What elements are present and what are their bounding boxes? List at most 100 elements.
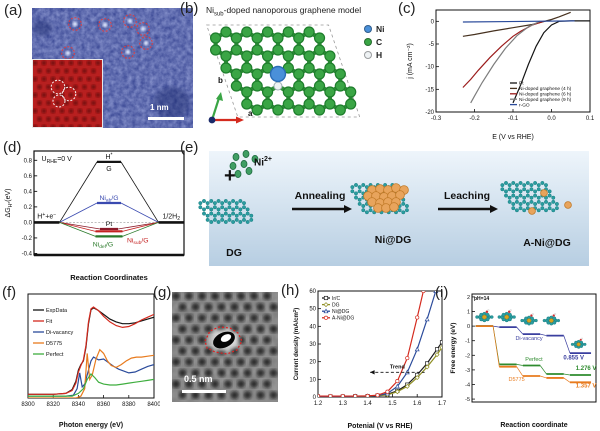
svg-text:Ir/C: Ir/C xyxy=(332,296,340,302)
svg-text:60: 60 xyxy=(309,289,316,295)
synthesis-scheme: Ni2+ + DG Annealing Ni@DG Leaching A-Ni@… xyxy=(180,143,600,283)
panel-h-label: (h) xyxy=(281,282,300,299)
b-axis-arrow xyxy=(210,97,221,121)
svg-text:0.0: 0.0 xyxy=(24,220,33,226)
svg-text:-20: -20 xyxy=(425,110,434,116)
xas-chart: 8300 8320 8340 8360 8380 8400 Photon energy (e… xyxy=(21,293,160,429)
ni-ion xyxy=(229,161,237,170)
svg-text:Potenial (V vs RHE): Potenial (V vs RHE) xyxy=(348,423,413,430)
plus-sign: + xyxy=(224,165,236,187)
ni-dopant-spot xyxy=(65,50,71,56)
free-energy-diagram-oer: 2 1 0 -1 -2 -3 -4 -5 Reaction coordinate Free ene… xyxy=(450,293,597,429)
svg-text:H*: H* xyxy=(105,153,112,161)
svg-text:Ni-doped graphene (6 h): Ni-doped graphene (6 h) xyxy=(519,91,572,97)
svg-text:Pt: Pt xyxy=(519,81,524,87)
svg-text:-5: -5 xyxy=(429,42,435,48)
atom-legend: Ni C H xyxy=(364,22,385,61)
svg-text:Reaction Coordinates: Reaction Coordinates xyxy=(70,273,148,282)
svg-text:0.8: 0.8 xyxy=(24,158,33,164)
svg-text:-0.1: -0.1 xyxy=(508,116,519,122)
nidg-label: Ni@DG xyxy=(374,234,412,246)
ni-dopant-spot xyxy=(72,21,78,27)
panel-d-label: (d) xyxy=(3,139,22,156)
svg-text:Nidef/G: Nidef/G xyxy=(93,241,113,250)
intermediate-cluster xyxy=(520,313,538,326)
svg-text:1/2H2: 1/2H2 xyxy=(162,213,180,222)
ni-nanoparticle xyxy=(389,202,399,212)
svg-text:-3: -3 xyxy=(465,368,470,374)
panel-e-label: (e) xyxy=(180,139,199,156)
scheme-art xyxy=(198,150,572,224)
svg-text:-2: -2 xyxy=(465,353,470,359)
svg-text:30: 30 xyxy=(309,342,316,348)
svg-text:-10: -10 xyxy=(425,65,434,71)
series-DG xyxy=(318,345,442,397)
svg-text:j (mA cm⁻²): j (mA cm⁻²) xyxy=(407,43,414,80)
svg-text:1.5: 1.5 xyxy=(388,401,397,407)
leaching-label: Leaching xyxy=(443,190,491,202)
svg-text:-5: -5 xyxy=(465,397,470,403)
single-ni-atom xyxy=(564,201,572,209)
svg-text:0: 0 xyxy=(313,395,317,401)
svg-text:20: 20 xyxy=(309,360,316,366)
scalebar-a-text: 1 nm xyxy=(150,103,169,112)
svg-text:-0.2: -0.2 xyxy=(22,236,33,242)
svg-text:-4: -4 xyxy=(465,382,470,388)
axis-a-label: a xyxy=(248,109,253,118)
intermediate-cluster xyxy=(542,313,561,326)
svg-text:r-GO: r-GO xyxy=(519,102,530,108)
svg-text:D5775: D5775 xyxy=(509,377,525,383)
panel-i-label: (i) xyxy=(435,284,449,301)
ni-atom-swatch xyxy=(364,24,372,33)
atom-legend-item: H xyxy=(364,48,385,61)
ni-dopant-spot xyxy=(143,40,149,46)
svg-text:0.2: 0.2 xyxy=(24,205,33,211)
svg-text:Reaction coordinate: Reaction coordinate xyxy=(500,422,567,429)
svg-text:1.4: 1.4 xyxy=(363,401,372,407)
svg-text:Photon energy (eV): Photon energy (eV) xyxy=(59,422,123,429)
scalebar-a-bar xyxy=(148,117,184,120)
defect-outline xyxy=(204,326,243,355)
svg-text:-0.4: -0.4 xyxy=(22,251,33,257)
panel-f-label: (f) xyxy=(2,284,17,301)
series-D5775 xyxy=(28,348,154,398)
panel-c-label: (c) xyxy=(398,0,416,17)
single-ni-atom xyxy=(540,189,548,197)
svg-text:10: 10 xyxy=(309,377,316,383)
svg-text:8360: 8360 xyxy=(97,402,111,408)
svg-text:Perfect: Perfect xyxy=(525,357,543,363)
svg-text:Nisub/G: Nisub/G xyxy=(127,237,149,246)
svg-text:1.3: 1.3 xyxy=(339,401,348,407)
intermediate-cluster xyxy=(570,337,587,349)
scalebar-g-bar xyxy=(182,390,226,393)
stm-image-a xyxy=(32,8,193,128)
svg-text:-0.3: -0.3 xyxy=(431,116,442,122)
anidg-label: A-Ni@DG xyxy=(523,237,571,249)
tem-image-g xyxy=(172,292,278,402)
free-energy-diagram-her: 0.8 0.6 0.4 0.2 0.0 -0.2 -0.4 Reaction Coordina… xyxy=(5,150,185,282)
ni-dopant-spot xyxy=(127,18,133,24)
atom-legend-text: Ni xyxy=(376,23,385,34)
svg-text:Ni-doped graphene (9 h): Ni-doped graphene (9 h) xyxy=(519,97,572,103)
ni-ion xyxy=(234,169,242,178)
svg-text:8320: 8320 xyxy=(47,402,61,408)
svg-text:D5775: D5775 xyxy=(46,341,62,347)
svg-text:50: 50 xyxy=(309,307,316,313)
svg-text:DG: DG xyxy=(332,302,340,308)
graphene-model xyxy=(206,24,361,124)
panel-b-title: Nisub-doped nanoporous graphene model xyxy=(206,5,362,18)
panel-b-label: (b) xyxy=(180,0,199,17)
ni-nanoparticle xyxy=(381,203,391,213)
svg-text:0: 0 xyxy=(431,19,435,25)
atom-legend-item: Ni xyxy=(364,22,385,35)
h-atom-swatch xyxy=(364,50,372,59)
series-Perfect xyxy=(28,372,154,397)
ni-ion xyxy=(251,154,259,163)
svg-text:ExpData: ExpData xyxy=(46,308,68,314)
series-r-GO xyxy=(462,20,575,23)
oer-chart: 1.2 1.3 1.4 1.5 1.6 1.7 0 10 20 30 40 50 60 Potenial … xyxy=(292,289,447,430)
svg-text:1.7: 1.7 xyxy=(438,401,447,407)
axis-b-label: b xyxy=(218,76,223,85)
svg-text:Ni-doped graphene (4 h): Ni-doped graphene (4 h) xyxy=(519,86,572,92)
svg-text:G: G xyxy=(106,166,111,173)
